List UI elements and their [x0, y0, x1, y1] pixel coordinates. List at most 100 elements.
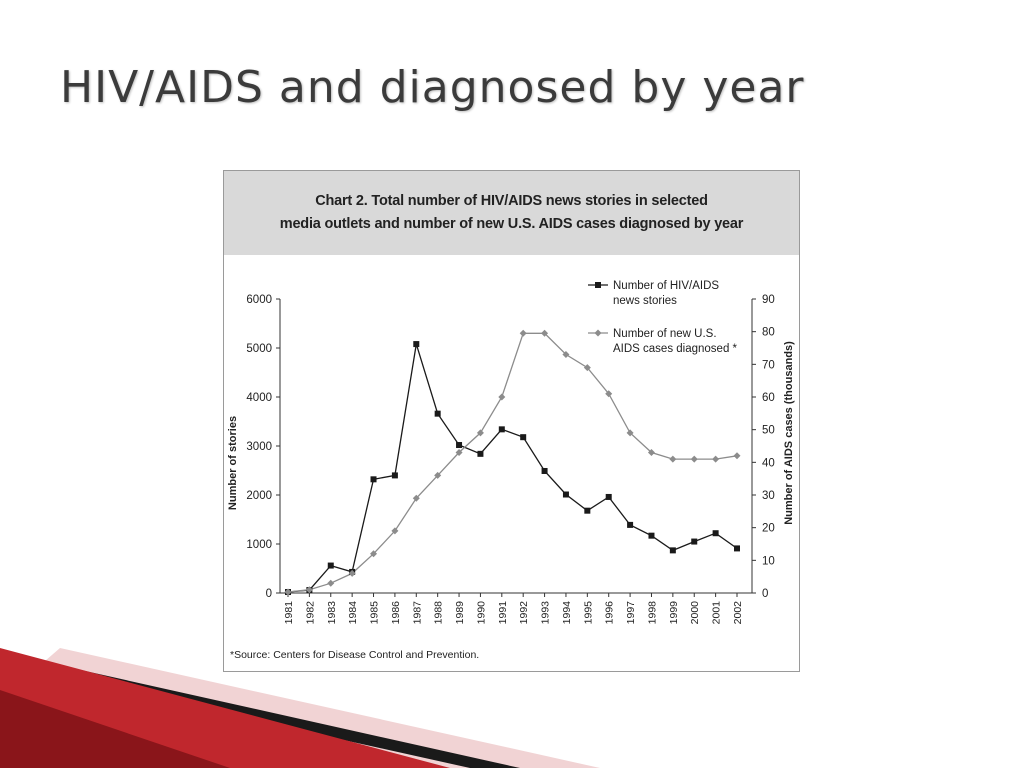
cases-point	[348, 569, 356, 577]
y-tick-label-left: 1000	[246, 539, 272, 551]
cases-point	[733, 452, 741, 460]
y-tick-label-right: 0	[762, 588, 768, 600]
cases-point	[712, 455, 720, 463]
stories-point	[520, 434, 527, 441]
cases-point	[583, 364, 591, 372]
stories-point	[477, 450, 484, 457]
x-tick-label: 1988	[433, 601, 445, 625]
legend-marker-square	[595, 282, 601, 288]
x-tick-label: 1982	[304, 601, 316, 625]
cases-point	[690, 455, 698, 463]
stories-point	[562, 491, 569, 498]
y-axis-label-left: Number of stories	[227, 416, 239, 510]
cases-point	[284, 588, 292, 596]
cases-point	[562, 351, 570, 359]
x-tick-label: 1992	[518, 601, 530, 625]
y-tick-label-right: 60	[762, 392, 775, 404]
stories-point	[712, 530, 719, 537]
y-tick-label-right: 30	[762, 490, 775, 502]
line-chart: 0 1000 2000 3000 4000 5000 6000 0 10 20 30 40 50 60 70…	[227, 280, 795, 624]
legend: Number of HIV/AIDS news stories Number of …	[588, 280, 738, 355]
stories-point	[648, 532, 655, 539]
y-tick-label-left: 4000	[246, 392, 272, 404]
cases-point	[647, 449, 655, 457]
stories-point	[734, 545, 740, 552]
cases-point	[455, 449, 463, 457]
legend-marker-diamond	[594, 329, 602, 337]
x-tick-label: 1996	[604, 601, 616, 625]
x-tick-label: 1986	[390, 601, 402, 625]
chart-frame: Chart 2. Total number of HIV/AIDS news s…	[223, 170, 800, 672]
chart-title-line-2: media outlets and number of new U.S. AID…	[279, 216, 744, 232]
stories-point	[391, 472, 398, 479]
series-markers	[284, 329, 741, 596]
x-tick-label: 1999	[668, 601, 680, 625]
axes	[276, 298, 756, 597]
x-tick-label: 1983	[326, 601, 338, 625]
stories-point	[413, 341, 420, 348]
legend-label-line-2: news stories	[613, 295, 677, 307]
x-tick-label: 1993	[540, 601, 552, 625]
stories-point	[327, 562, 334, 569]
cases-point	[519, 329, 527, 337]
cases-point	[626, 429, 634, 437]
y-tick-label-left: 6000	[246, 294, 272, 306]
x-tick-label: 1981	[283, 601, 295, 625]
cases-point	[669, 455, 677, 463]
stories-point	[669, 547, 676, 554]
stories-point	[370, 476, 377, 483]
y-axis-label-right: Number of AIDS cases (thousands)	[783, 341, 795, 525]
x-tick-label: 2000	[689, 601, 701, 625]
legend-label-line-1: Number of new U.S.	[613, 328, 717, 340]
tick-labels: 0 1000 2000 3000 4000 5000 6000 0 10 20 30 40 50 60 70…	[246, 294, 774, 624]
y-tick-label-right: 80	[762, 327, 775, 339]
cases-point	[498, 393, 506, 401]
cases-point	[434, 471, 442, 479]
x-tick-label: 1991	[497, 601, 509, 625]
stories-point	[584, 507, 591, 514]
ribbon-dark	[0, 690, 230, 768]
y-tick-label-right: 40	[762, 457, 775, 469]
y-tick-label-right: 90	[762, 294, 775, 306]
chart-title-line-1: Chart 2. Total number of HIV/AIDS news s…	[315, 193, 708, 209]
legend-label-line-1: Number of HIV/AIDS	[613, 280, 719, 292]
x-tick-label: 1994	[561, 601, 573, 625]
y-tick-label-right: 20	[762, 523, 775, 535]
y-tick-label-left: 5000	[246, 343, 272, 355]
stories-point	[627, 521, 634, 528]
cases-point	[605, 390, 613, 398]
cases-point	[476, 429, 484, 437]
cases-point	[391, 527, 399, 535]
y-tick-label-left: 0	[266, 588, 272, 600]
x-tick-label: 1998	[646, 601, 658, 625]
chart-title: Chart 2. Total number of HIV/AIDS news s…	[224, 171, 799, 255]
legend-label-line-2: AIDS cases diagnosed *	[613, 343, 738, 355]
cases-point	[541, 329, 549, 337]
y-tick-label-right: 50	[762, 425, 775, 437]
x-tick-label: 1987	[411, 601, 423, 625]
y-tick-label-right: 10	[762, 555, 775, 567]
stories-point	[691, 538, 698, 545]
x-tick-label: 2002	[732, 601, 744, 625]
ribbon-shadow	[0, 652, 520, 768]
stories-point	[434, 410, 441, 417]
x-tick-label: 1995	[582, 601, 594, 625]
x-tick-label: 1985	[369, 601, 381, 625]
stories-point	[456, 442, 463, 449]
series-cases-line	[287, 332, 738, 593]
source-note: *Source: Centers for Disease Control and…	[230, 649, 480, 661]
stories-point	[541, 467, 548, 474]
series-stories-line	[287, 343, 738, 593]
cases-point	[412, 494, 420, 502]
x-tick-label: 1984	[347, 601, 359, 625]
x-tick-label: 2001	[711, 601, 723, 625]
x-tick-label: 1989	[454, 601, 466, 625]
x-tick-label: 1990	[475, 601, 487, 625]
cases-point	[327, 579, 335, 587]
stories-point	[605, 493, 612, 500]
cases-point	[370, 550, 378, 558]
slide-title: HIV/AIDS and diagnosed by year	[60, 62, 805, 113]
x-tick-label: 1997	[625, 601, 637, 625]
series-lines	[287, 332, 738, 593]
